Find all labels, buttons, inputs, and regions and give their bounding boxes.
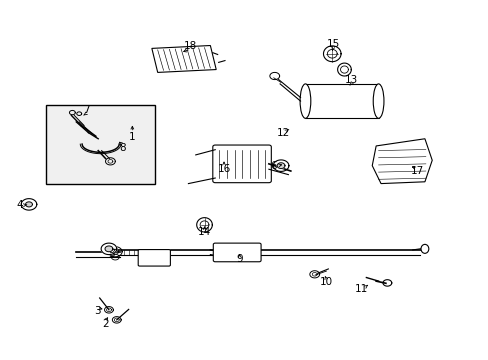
- Text: 14: 14: [198, 227, 211, 237]
- Text: 6: 6: [270, 161, 277, 171]
- Text: 11: 11: [354, 284, 367, 294]
- Polygon shape: [305, 84, 378, 118]
- Text: 2: 2: [102, 319, 109, 329]
- Polygon shape: [101, 243, 117, 255]
- Text: 10: 10: [319, 277, 332, 287]
- Polygon shape: [105, 246, 113, 252]
- Text: 12: 12: [276, 129, 289, 138]
- Polygon shape: [277, 163, 285, 168]
- Ellipse shape: [300, 84, 310, 118]
- Ellipse shape: [420, 244, 428, 253]
- Polygon shape: [371, 139, 431, 184]
- Text: 13: 13: [345, 75, 358, 85]
- Polygon shape: [273, 160, 288, 171]
- FancyBboxPatch shape: [213, 243, 261, 262]
- FancyBboxPatch shape: [138, 249, 170, 266]
- FancyBboxPatch shape: [212, 145, 271, 183]
- Text: 9: 9: [236, 254, 243, 264]
- Polygon shape: [152, 45, 216, 72]
- FancyBboxPatch shape: [45, 105, 155, 184]
- Text: 8: 8: [119, 143, 125, 153]
- Text: 15: 15: [326, 40, 339, 49]
- Ellipse shape: [372, 84, 383, 118]
- Text: 17: 17: [410, 166, 424, 176]
- Text: 16: 16: [217, 164, 230, 174]
- Text: 1: 1: [129, 132, 135, 142]
- Text: 3: 3: [94, 306, 101, 316]
- Text: 5: 5: [108, 248, 115, 258]
- Text: 4: 4: [17, 200, 23, 210]
- Text: 18: 18: [184, 41, 197, 50]
- Polygon shape: [25, 202, 32, 207]
- Polygon shape: [21, 199, 37, 210]
- Text: 7: 7: [82, 105, 89, 115]
